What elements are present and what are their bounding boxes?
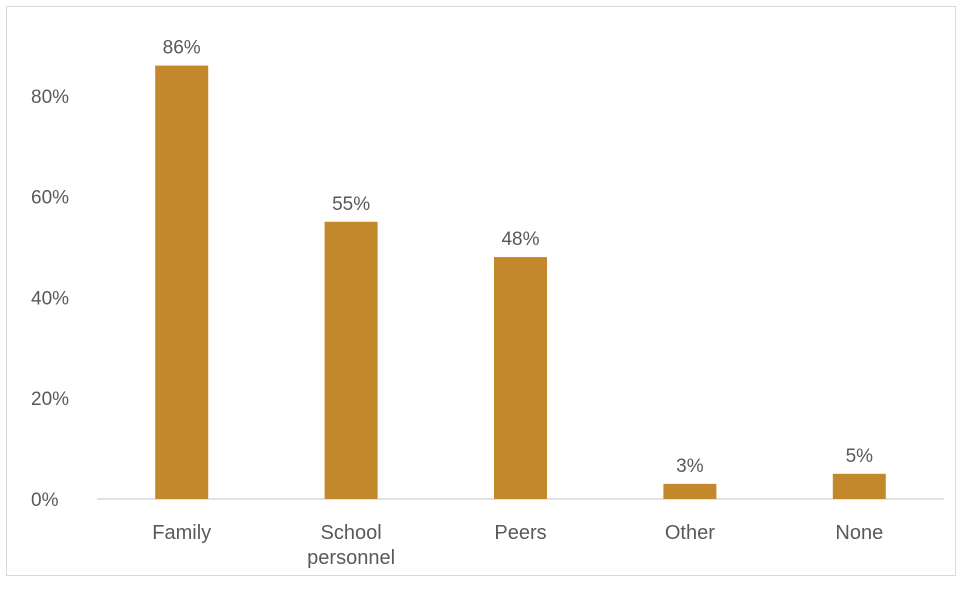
category-label: Family <box>152 522 211 544</box>
bar <box>494 257 547 499</box>
bar <box>832 473 886 499</box>
y-tick-label: 80% <box>31 87 69 108</box>
chart-frame: 0% 20% 40% 60% 80% 86% Family 55% School personne… <box>6 6 956 576</box>
category-label-line: personnel <box>307 547 395 569</box>
y-tick-label: 60% <box>31 188 69 209</box>
data-label: 48% <box>501 229 539 250</box>
data-label: 86% <box>163 38 201 59</box>
y-tick-label: 20% <box>31 389 69 410</box>
y-tick-label: 0% <box>31 490 59 511</box>
category-label-line: None <box>835 522 883 544</box>
category-label-line: Family <box>152 522 211 544</box>
category-label: Other <box>665 522 715 544</box>
category-label-line: School <box>321 522 382 544</box>
category-label: Peers <box>494 522 546 544</box>
data-label: 5% <box>846 446 874 467</box>
y-tick-label: 40% <box>31 288 69 309</box>
category-label-line: Peers <box>494 522 546 544</box>
category-label: None <box>835 522 883 544</box>
bar-chart: 0% 20% 40% 60% 80% 86% Family 55% School personne… <box>31 38 944 569</box>
bar <box>324 221 378 500</box>
bar <box>663 483 717 499</box>
data-label: 55% <box>332 194 370 215</box>
bar <box>155 65 209 499</box>
data-label: 3% <box>676 456 704 477</box>
category-label-line: Other <box>665 522 715 544</box>
category-label: School personnel <box>307 522 395 569</box>
